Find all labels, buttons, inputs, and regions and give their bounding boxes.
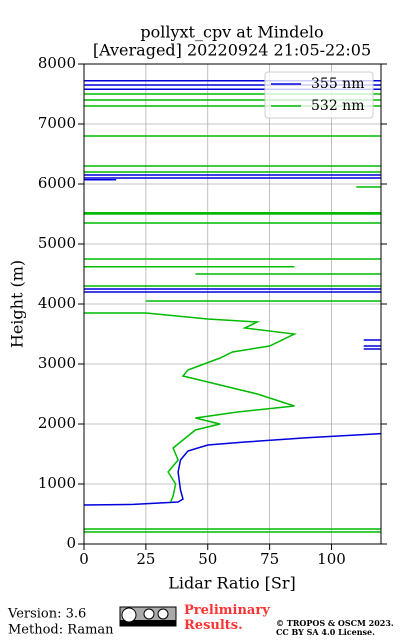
y-tick-label: 7000 [38, 114, 76, 132]
chart-subtitle: [Averaged] 20220924 21:05-22:05 [93, 41, 371, 60]
plot-frame [83, 63, 382, 545]
y-tick-label: 8000 [38, 54, 76, 72]
x-tick-label: 0 [79, 550, 89, 568]
preliminary-note: Preliminary Results. [184, 603, 270, 633]
cc-badge [119, 606, 177, 627]
y-tick-label: 0 [66, 534, 76, 552]
x-tick-label: 25 [136, 550, 155, 568]
x-tick-label: 50 [198, 550, 217, 568]
chart-title: pollyxt_cpv at Mindelo [140, 23, 323, 42]
y-tick-label: 2000 [38, 414, 76, 432]
method: Method: Raman [8, 623, 114, 638]
data-line [84, 93, 381, 533]
y-tick-label: 1000 [38, 474, 76, 492]
y-tick-label: 4000 [38, 294, 76, 312]
y-tick-label: 3000 [38, 354, 76, 372]
data-line [84, 80, 381, 506]
version: Version: 3.6 [7, 607, 86, 622]
x-tick-label: 75 [260, 550, 279, 568]
y-axis-label: Height (m) [8, 260, 27, 348]
copyright: © TROPOS & OSCM 2023. [276, 618, 394, 628]
license: CC BY SA 4.0 License. [276, 627, 375, 637]
y-tick-label: 5000 [38, 234, 76, 252]
x-tick-label: 100 [317, 550, 346, 568]
x-axis-label: Lidar Ratio [Sr] [168, 574, 296, 593]
legend-label: 355 nm [311, 76, 364, 92]
y-tick-label: 6000 [38, 174, 76, 192]
legend-label: 532 nm [311, 98, 364, 114]
